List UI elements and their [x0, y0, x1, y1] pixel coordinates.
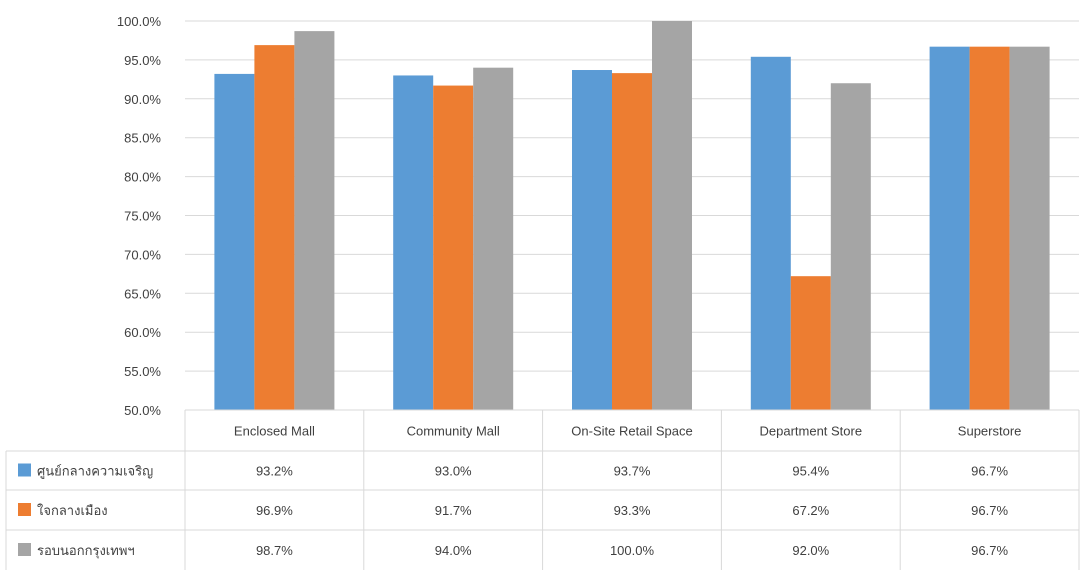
bar: [294, 31, 335, 410]
y-tick-label: 75.0%: [124, 209, 161, 224]
data-value: 93.3%: [614, 503, 651, 518]
bar: [750, 56, 791, 411]
data-value: 96.7%: [971, 503, 1008, 518]
y-tick-label: 70.0%: [124, 247, 161, 262]
y-tick-label: 95.0%: [124, 53, 161, 68]
data-value: 96.7%: [971, 464, 1008, 479]
bar: [612, 73, 652, 410]
series-name: ศูนย์กลางความเจริญ: [37, 464, 153, 480]
data-value: 93.2%: [256, 464, 293, 479]
bar: [393, 75, 434, 411]
category-label: Enclosed Mall: [234, 424, 315, 439]
y-tick-label: 60.0%: [124, 325, 161, 340]
data-value: 93.0%: [435, 464, 472, 479]
bar: [254, 45, 295, 410]
data-value: 92.0%: [792, 543, 829, 558]
series-name: รอบนอกกรุงเทพฯ: [37, 543, 135, 559]
legend-swatch: [18, 503, 31, 516]
bars: [214, 21, 1050, 411]
y-tick-label: 50.0%: [124, 403, 161, 418]
data-table: Enclosed Mall Community Mall On-Site Retai…: [5, 409, 1080, 570]
bar: [214, 73, 255, 411]
bar: [830, 83, 871, 411]
data-value: 98.7%: [256, 543, 293, 558]
y-tick-label: 55.0%: [124, 364, 161, 379]
category-label: Superstore: [958, 424, 1022, 439]
legend-swatch: [18, 463, 31, 477]
category-label: Community Mall: [407, 424, 500, 439]
data-value: 93.7%: [614, 464, 651, 479]
data-value: 95.4%: [792, 464, 829, 479]
data-value: 67.2%: [792, 503, 829, 518]
bar: [790, 276, 831, 410]
category-label: On-Site Retail Space: [571, 424, 692, 439]
bar: [473, 67, 514, 411]
y-axis-ticks: 50.0% 55.0% 60.0% 65.0% 70.0% 75.0% 80.0% 85.0%…: [117, 14, 162, 418]
bar: [572, 70, 612, 410]
series-name: ใจกลางเมือง: [37, 503, 108, 518]
y-tick-label: 65.0%: [124, 286, 161, 301]
category-label: Department Store: [759, 424, 862, 439]
legend-swatch: [18, 543, 31, 556]
data-value: 100.0%: [610, 543, 655, 558]
data-value: 96.9%: [256, 503, 293, 518]
data-value: 91.7%: [435, 503, 472, 518]
y-tick-label: 100.0%: [117, 14, 162, 29]
bar: [652, 21, 692, 410]
y-tick-label: 80.0%: [124, 170, 161, 185]
data-value: 96.7%: [971, 543, 1008, 558]
bar: [433, 85, 474, 410]
bar: [929, 46, 970, 410]
data-value: 94.0%: [435, 543, 472, 558]
y-tick-label: 90.0%: [124, 92, 161, 107]
bar: [969, 46, 1010, 410]
bar: [1009, 46, 1050, 410]
y-tick-label: 85.0%: [124, 131, 161, 146]
